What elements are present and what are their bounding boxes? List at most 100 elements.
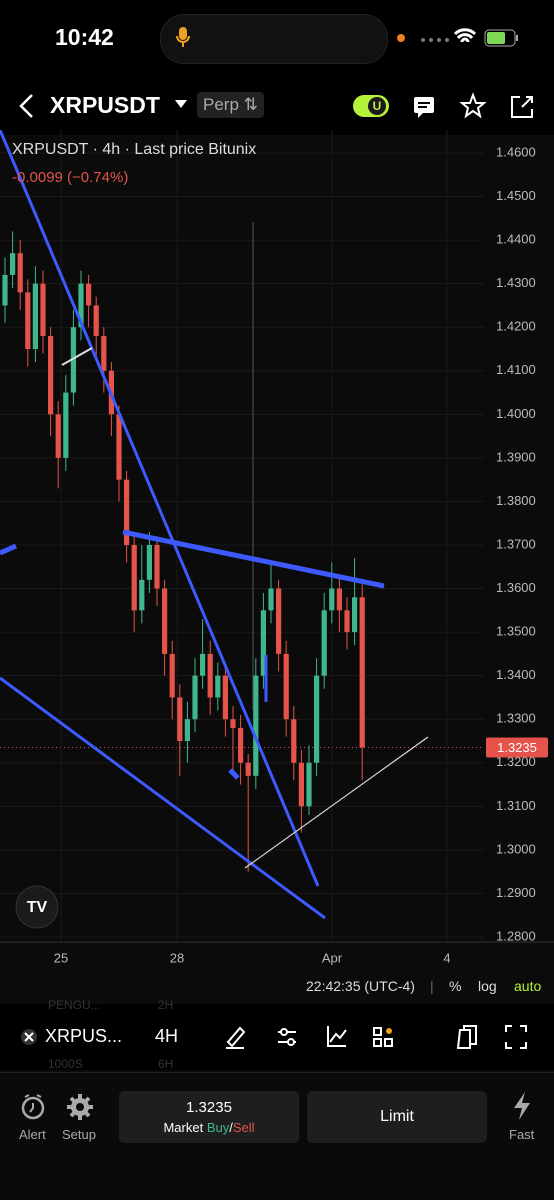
candle-body — [298, 762, 304, 807]
candle-body — [139, 579, 145, 611]
market-label: Perp — [203, 95, 239, 114]
toolbar-symbol[interactable]: XRPUS... — [45, 1026, 123, 1046]
y-tick-label: 1.4500 — [496, 188, 536, 203]
separator: | — [430, 978, 434, 994]
ghost-symbol: 1000S — [48, 1057, 83, 1071]
toolbar: PENGU... 2H 1000S 6H XRPUS... 4H — [0, 998, 554, 1071]
alert-label: Alert — [19, 1127, 46, 1142]
star-icon[interactable] — [459, 92, 487, 119]
draw-tool[interactable] — [226, 1026, 246, 1049]
svg-text:TV: TV — [27, 899, 48, 916]
y-tick-label: 1.4400 — [496, 232, 536, 247]
market-label: Market — [163, 1120, 204, 1135]
limit-label: Limit — [380, 1108, 414, 1125]
svg-text:U: U — [373, 99, 382, 113]
candle-body — [321, 610, 327, 676]
indicator-tool[interactable] — [327, 1026, 347, 1047]
status-bar: 10:42 — [0, 0, 554, 75]
alert-icon[interactable] — [20, 1093, 46, 1121]
candle-body — [177, 697, 183, 741]
candle-body — [184, 719, 190, 741]
y-tick-label: 1.4100 — [496, 362, 536, 377]
fast-label: Fast — [509, 1127, 535, 1142]
candle-body — [222, 675, 228, 720]
candle-body — [215, 675, 221, 698]
candle-body — [344, 610, 350, 633]
bottom-bar: Alert Setup 1.3235 Market Buy/Sell Limit… — [0, 1072, 554, 1200]
candle-body — [192, 675, 198, 720]
dynamic-island — [160, 14, 388, 64]
status-icons — [397, 28, 518, 47]
fullscreen-tool[interactable] — [505, 1025, 527, 1049]
interval[interactable]: 4H — [155, 1026, 179, 1046]
x-tick-label: 28 — [170, 950, 184, 965]
market-tag[interactable]: Perp ⇅ — [197, 92, 264, 118]
candle-body — [32, 283, 38, 349]
auto-toggle[interactable]: auto — [514, 978, 542, 994]
copy-tool[interactable] — [456, 1025, 477, 1049]
fast-icon[interactable] — [511, 1091, 533, 1121]
header: XRPUSDT Perp ⇅ U — [0, 75, 554, 135]
candle-body — [146, 545, 152, 580]
candle-body — [2, 274, 8, 306]
y-tick-label: 1.3700 — [496, 536, 536, 551]
template-tool[interactable] — [373, 1027, 393, 1047]
log-toggle[interactable]: log — [478, 978, 497, 994]
back-button[interactable] — [16, 93, 36, 119]
candle-body — [86, 283, 92, 306]
candle-body — [124, 479, 130, 545]
tv-logo: TV — [15, 885, 59, 929]
candle-body — [306, 762, 312, 807]
ghost-interval: 6H — [158, 1057, 174, 1071]
market-button[interactable]: 1.3235 Market Buy/Sell — [119, 1091, 299, 1143]
time-bar: 22:42:35 (UTC-4) | % log auto — [0, 978, 554, 1002]
candle-body — [40, 283, 46, 336]
y-tick-label: 1.3900 — [496, 449, 536, 464]
candle-body — [314, 675, 320, 763]
percent-toggle[interactable]: % — [449, 978, 462, 994]
y-tick-label: 1.4000 — [496, 406, 536, 421]
candle-body — [260, 610, 266, 676]
candle-body — [55, 414, 61, 458]
header-actions: U — [353, 92, 533, 119]
candle-body — [291, 719, 297, 763]
y-tick-label: 1.3800 — [496, 493, 536, 508]
y-tick-label: 1.2900 — [496, 885, 536, 900]
symbol[interactable]: XRPUSDT — [50, 92, 160, 118]
white-lines — [61, 347, 429, 869]
candle-body — [200, 653, 206, 676]
share-icon[interactable] — [511, 96, 533, 118]
tool-icons — [226, 1025, 527, 1049]
x-tick-label: 4 — [443, 950, 450, 965]
buy-label: Buy — [206, 1120, 230, 1135]
y-tick-label: 1.3000 — [496, 841, 536, 856]
mic-icon — [176, 27, 190, 47]
y-tick-label: 1.3600 — [496, 580, 536, 595]
candle-body — [329, 588, 335, 611]
candle-body — [230, 719, 236, 728]
y-tick-label: 1.3400 — [496, 667, 536, 682]
y-tick-label: 1.4300 — [496, 275, 536, 290]
candle-body — [207, 653, 213, 698]
dropdown-arrow[interactable] — [174, 99, 188, 109]
y-tick-label: 1.2800 — [496, 928, 536, 943]
y-tick-label: 1.4600 — [496, 144, 536, 159]
limit-button[interactable]: Limit — [307, 1091, 487, 1143]
last-price-tag — [486, 737, 548, 758]
y-tick-label: 1.3200 — [496, 754, 536, 769]
candle-body — [352, 597, 358, 633]
chat-icon[interactable] — [414, 97, 434, 113]
candle-body — [131, 545, 137, 611]
button-label: Market Buy/Sell — [119, 1120, 299, 1135]
y-tick-label: 1.3100 — [496, 798, 536, 813]
ghost-interval: 2H — [158, 998, 174, 1012]
candle-body — [17, 253, 23, 293]
candle-body — [70, 327, 76, 393]
candle-body — [253, 675, 259, 776]
x-tick-label: 25 — [54, 950, 68, 965]
slash: / — [229, 1120, 233, 1135]
last-price-label: 1.3235 — [497, 740, 537, 755]
setup-icon[interactable] — [66, 1093, 94, 1121]
y-tick-label: 1.4200 — [496, 319, 536, 334]
